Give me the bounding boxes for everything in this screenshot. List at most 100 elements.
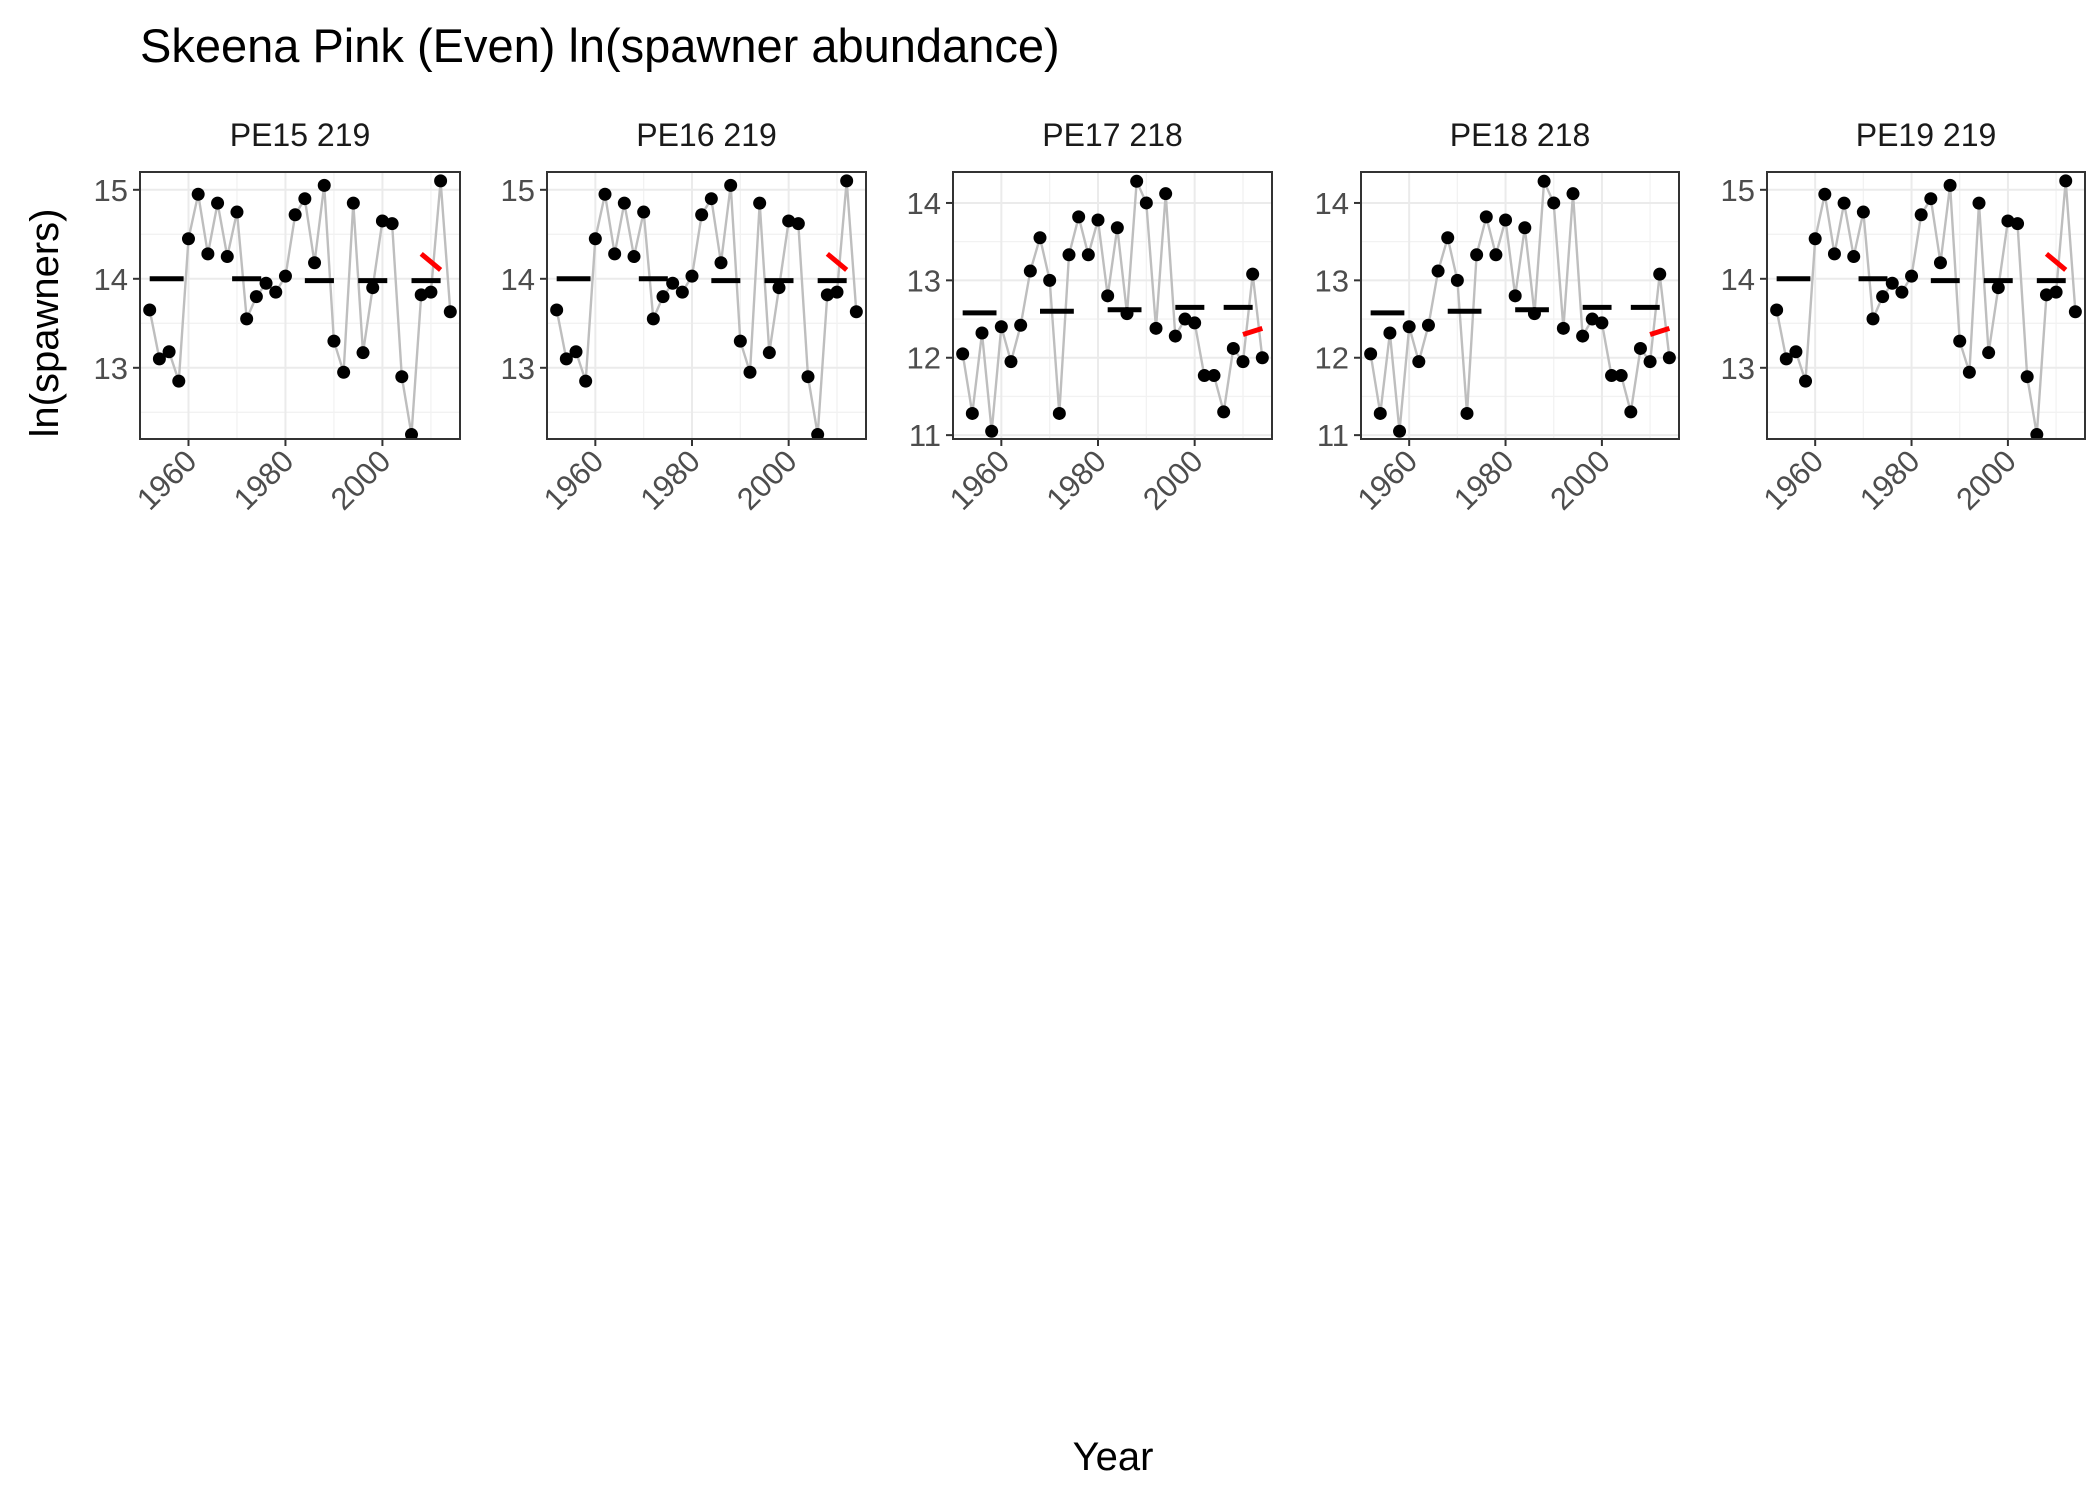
data-point xyxy=(569,345,583,359)
data-point xyxy=(2030,428,2044,439)
data-point xyxy=(1982,346,1996,360)
y-tick-label: 12 xyxy=(1315,341,1349,376)
data-point xyxy=(1004,355,1018,369)
panel-data xyxy=(956,174,1269,438)
data-point xyxy=(366,281,380,295)
data-point xyxy=(1924,192,1938,206)
data-point xyxy=(1383,326,1397,340)
data-point xyxy=(259,276,273,290)
trend-segment xyxy=(1649,325,1671,337)
data-point xyxy=(1953,334,1967,348)
data-point xyxy=(1779,352,1793,366)
data-point xyxy=(1023,264,1037,278)
data-point xyxy=(152,352,166,366)
data-point xyxy=(220,250,234,264)
y-tick-label: 13 xyxy=(501,351,535,386)
x-tick-label: 1980 xyxy=(1039,443,1113,517)
data-point xyxy=(327,334,341,348)
data-point xyxy=(1633,341,1647,355)
data-point xyxy=(1499,213,1513,227)
y-tick-label: 13 xyxy=(1315,263,1349,298)
data-point xyxy=(1914,208,1928,222)
x-tick-label: 1960 xyxy=(943,443,1017,517)
data-point xyxy=(1139,196,1153,210)
data-point xyxy=(1895,285,1909,299)
y-tick-label: 14 xyxy=(1315,186,1349,221)
data-point xyxy=(424,285,438,299)
panel-data xyxy=(550,174,863,439)
facet-title: PE19 219 xyxy=(1856,117,1997,153)
data-point xyxy=(298,192,312,206)
x-tick-label: 2000 xyxy=(1543,443,1617,517)
data-point xyxy=(714,256,728,270)
series-line xyxy=(961,180,1264,432)
data-point xyxy=(598,187,612,201)
data-point xyxy=(278,269,292,283)
data-point xyxy=(811,428,825,439)
data-point xyxy=(269,285,283,299)
data-point xyxy=(1662,351,1676,365)
data-point xyxy=(617,196,631,210)
data-point xyxy=(1566,187,1580,201)
panel-border xyxy=(1766,171,2086,440)
data-point xyxy=(249,290,263,304)
data-point xyxy=(356,346,370,360)
data-point xyxy=(1412,355,1426,369)
x-tick-label: 1980 xyxy=(227,443,301,517)
data-point xyxy=(1236,355,1250,369)
x-tick-label: 2000 xyxy=(730,443,804,517)
data-point xyxy=(434,174,448,188)
data-point xyxy=(2020,370,2034,384)
data-point xyxy=(346,196,360,210)
data-point xyxy=(849,305,863,319)
data-point xyxy=(1033,231,1047,245)
data-point xyxy=(143,303,157,317)
x-tick-label: 1960 xyxy=(537,443,611,517)
data-point xyxy=(1643,355,1657,369)
data-point xyxy=(181,232,195,246)
x-tick-label: 1960 xyxy=(130,443,204,517)
x-tick-label: 1980 xyxy=(1853,443,1927,517)
x-tick-label: 1980 xyxy=(1447,443,1521,517)
data-point xyxy=(1101,289,1115,303)
data-point xyxy=(685,269,699,283)
data-point xyxy=(405,428,419,439)
data-point xyxy=(627,250,641,264)
data-point xyxy=(385,217,399,231)
data-point xyxy=(1866,312,1880,326)
series-line xyxy=(1775,180,2077,435)
data-point xyxy=(1876,290,1890,304)
data-point xyxy=(172,374,186,388)
data-point xyxy=(579,374,593,388)
data-point xyxy=(162,345,176,359)
data-point xyxy=(1431,264,1445,278)
data-point xyxy=(762,346,776,360)
data-point xyxy=(1799,374,1813,388)
facet-title: PE16 219 xyxy=(636,117,777,153)
x-tick-label: 1960 xyxy=(1757,443,1831,517)
data-point xyxy=(1972,196,1986,210)
data-point xyxy=(1479,210,1493,224)
data-point xyxy=(1207,369,1221,383)
panel-data xyxy=(143,174,457,439)
data-point xyxy=(840,174,854,188)
series-line xyxy=(148,180,452,435)
data-point xyxy=(1197,369,1211,383)
series-line xyxy=(1369,180,1671,432)
data-point xyxy=(1120,307,1134,321)
data-point xyxy=(1489,248,1503,262)
data-point xyxy=(656,290,670,304)
data-point xyxy=(1537,174,1551,188)
data-point xyxy=(2049,285,2063,299)
data-point xyxy=(1885,276,1899,290)
data-point xyxy=(1168,329,1182,343)
data-point xyxy=(1991,281,2005,295)
data-point xyxy=(191,187,205,201)
trend-segment xyxy=(1242,325,1264,337)
data-point xyxy=(801,370,815,384)
facet-panel: PE18 218 11 12 13 14 1960 1980 2000 xyxy=(1315,117,1680,517)
data-point xyxy=(1188,316,1202,330)
data-point xyxy=(1450,273,1464,287)
data-point xyxy=(1217,405,1231,419)
data-point xyxy=(201,247,215,261)
